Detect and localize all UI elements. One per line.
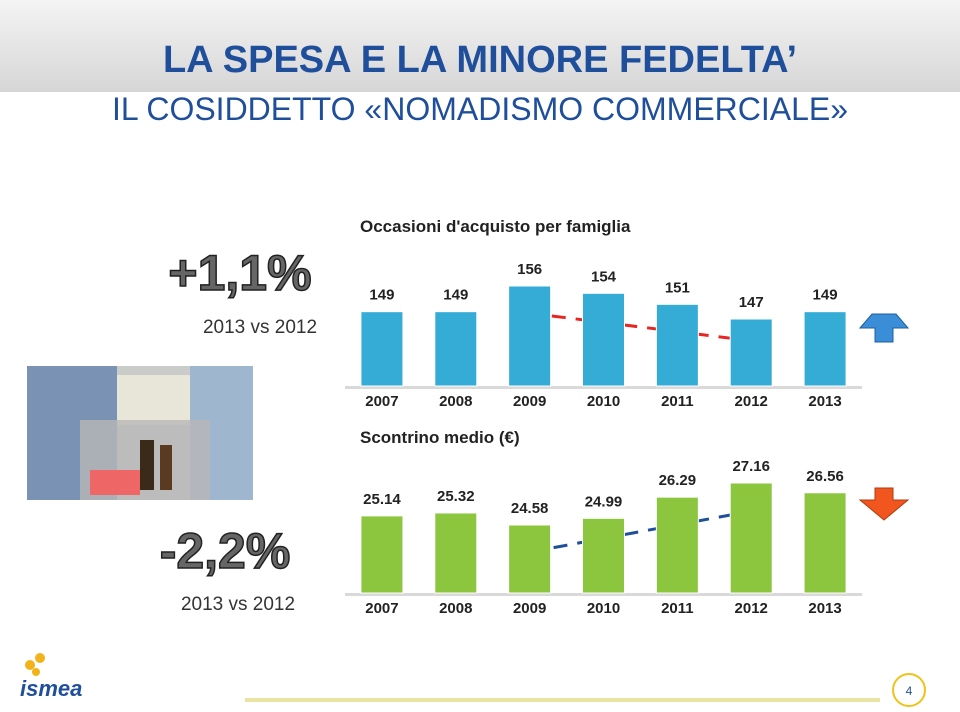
data-label: 24.58 [511, 500, 549, 517]
header-band [0, 0, 960, 92]
bar [655, 496, 699, 594]
bar [729, 318, 773, 387]
x-tick-label: 2009 [513, 600, 546, 617]
x-tick-label: 2011 [661, 600, 694, 617]
data-label: 149 [369, 287, 394, 304]
data-label: 27.16 [732, 458, 770, 475]
baseline [345, 386, 862, 389]
x-tick-label: 2010 [587, 600, 620, 617]
trend-arrow [529, 506, 758, 554]
bar [360, 515, 404, 594]
bar [582, 517, 625, 594]
logo: ismea [20, 653, 82, 701]
down-arrow [858, 487, 910, 521]
data-label: 156 [517, 261, 542, 278]
x-tick-label: 2008 [439, 393, 472, 410]
supermarket-photo [27, 366, 253, 500]
bar [729, 482, 773, 594]
x-tick-label: 2009 [513, 393, 546, 410]
bar [508, 524, 552, 594]
data-label: 147 [739, 294, 764, 311]
data-label: 149 [813, 287, 838, 304]
stat-period: 2013 vs 2012 [203, 317, 317, 338]
data-label: 26.29 [659, 472, 697, 489]
slide-title: LA SPESA E LA MINORE FEDELTA’ [163, 39, 797, 81]
chart-title: Occasioni d'acquisto per famiglia [360, 217, 631, 236]
data-label: 151 [665, 279, 690, 296]
x-tick-label: 2013 [808, 393, 841, 410]
x-tick-label: 2012 [735, 600, 768, 617]
x-tick-label: 2011 [661, 393, 694, 410]
bar [434, 311, 478, 387]
data-label: 149 [443, 287, 468, 304]
data-label: 26.56 [806, 468, 844, 485]
page-badge [892, 673, 926, 707]
x-tick-label: 2007 [365, 600, 398, 617]
stat-period: 2013 vs 2012 [181, 594, 295, 615]
x-tick-label: 2013 [808, 600, 841, 617]
data-label: 25.32 [437, 488, 475, 505]
bar [508, 285, 552, 387]
slide-subtitle: IL COSIDDETTO «NOMADISMO COMMERCIALE» [112, 91, 848, 127]
chart-title: Scontrino medio (€) [360, 428, 520, 447]
x-tick-label: 2012 [735, 393, 768, 410]
logo-text: ismea [20, 676, 82, 701]
x-tick-label: 2010 [587, 393, 620, 410]
bar [803, 311, 847, 387]
up-arrow [858, 313, 910, 343]
bar [434, 512, 478, 594]
bar [803, 492, 847, 594]
data-label: 24.99 [585, 493, 623, 510]
stat-change: +1,1% [168, 245, 311, 301]
x-tick-label: 2008 [439, 600, 472, 617]
page-number: 4 [906, 684, 913, 698]
data-label: 25.14 [363, 491, 401, 508]
bar [655, 303, 699, 387]
x-tick-label: 2007 [365, 393, 398, 410]
trend-arrow [527, 311, 751, 346]
bar [582, 292, 625, 387]
stat-change: -2,2% [160, 523, 291, 579]
bar [360, 311, 404, 387]
data-label: 154 [591, 268, 617, 285]
baseline [345, 593, 862, 596]
